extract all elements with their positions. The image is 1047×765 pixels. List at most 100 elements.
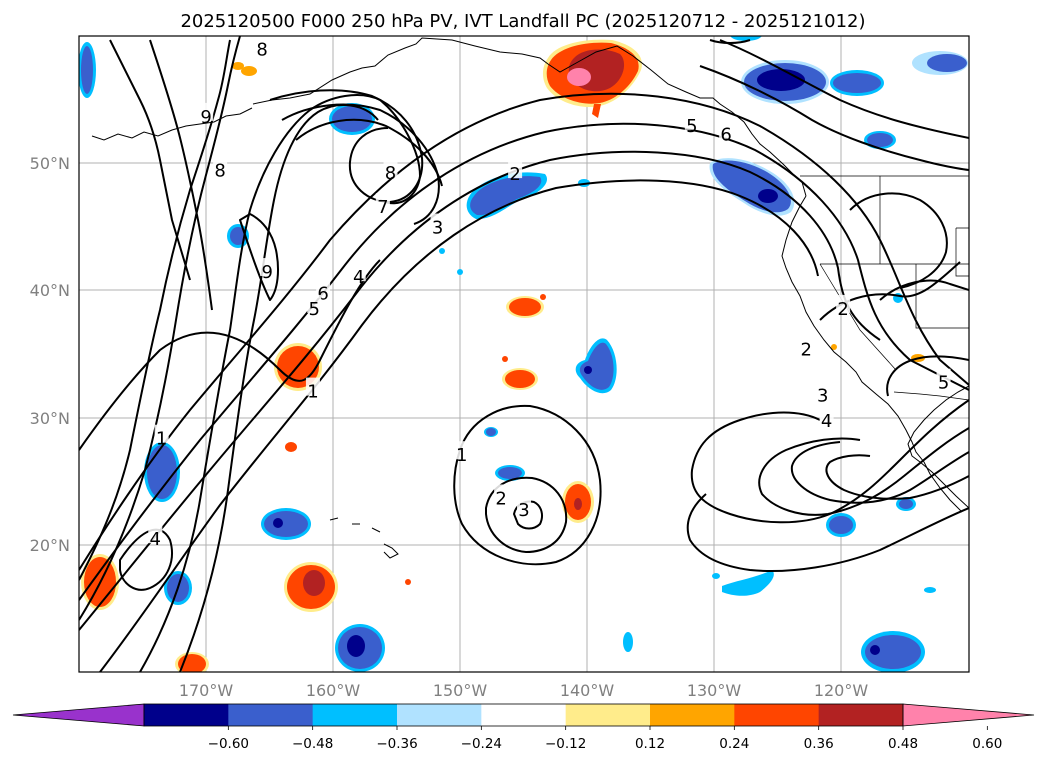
contour-alaska-6 bbox=[719, 39, 969, 139]
colorbar-segment bbox=[228, 704, 314, 726]
patch-hawaii-west bbox=[284, 562, 338, 612]
colorbar-segments bbox=[12, 703, 1035, 727]
colorbar-segment bbox=[818, 704, 904, 726]
contour-label-bg bbox=[508, 160, 523, 179]
contour-label-bg bbox=[375, 193, 390, 212]
contour-label-bg bbox=[316, 279, 331, 298]
contour-sw-low-2 bbox=[485, 476, 568, 553]
patch-22n-143w bbox=[562, 481, 594, 523]
gridlines bbox=[79, 36, 969, 672]
contour-label-bg bbox=[260, 258, 275, 277]
contour-western-ridge-2 bbox=[179, 104, 379, 672]
patch-hawaii-south-negative bbox=[335, 624, 385, 672]
colorbar-segment bbox=[481, 704, 567, 726]
coastline-aleutians bbox=[91, 107, 253, 141]
contour-label: 6 bbox=[720, 125, 731, 146]
contour-label-bg bbox=[454, 441, 469, 460]
contour-label-bg bbox=[154, 424, 169, 443]
contour-label-bg bbox=[815, 381, 830, 400]
contour-label-bg bbox=[148, 525, 163, 544]
contour-label: 8 bbox=[214, 160, 225, 181]
contour-label-bg bbox=[383, 158, 398, 177]
contour-label: 3 bbox=[432, 218, 443, 239]
contour-label: 3 bbox=[817, 385, 828, 406]
contour-label: 9 bbox=[200, 107, 211, 128]
colorbar-tick-label: −0.60 bbox=[208, 736, 249, 752]
contour-label: 8 bbox=[256, 39, 267, 60]
colorbar-segment bbox=[650, 704, 735, 726]
lon-label-130w: 130°W bbox=[687, 681, 742, 700]
lon-label-160w: 160°W bbox=[306, 681, 361, 700]
contour-label-bg bbox=[684, 111, 699, 130]
contour-label: 9 bbox=[261, 262, 272, 283]
colorbar-segment bbox=[734, 704, 820, 726]
colorbar-segment bbox=[312, 704, 398, 726]
contour-label-bg bbox=[819, 406, 834, 425]
us-mexico-border bbox=[893, 391, 969, 401]
lon-label-120w: 120°W bbox=[814, 681, 869, 700]
contour-label: 2 bbox=[509, 164, 520, 185]
contour-label-bg bbox=[307, 294, 322, 313]
patch-gulf-of-alaska bbox=[542, 39, 642, 118]
contour-label: 8 bbox=[385, 163, 396, 184]
contour-interior-west bbox=[849, 192, 948, 289]
contour-sw-low-1 bbox=[453, 404, 602, 566]
coastline-baja bbox=[907, 385, 969, 509]
lat-label-40: 40°N bbox=[30, 281, 70, 300]
ivt-contours bbox=[79, 36, 969, 672]
contour-far-west-4 bbox=[149, 39, 213, 311]
lon-label-170w: 170°W bbox=[179, 681, 234, 700]
contour-label: 1 bbox=[156, 429, 167, 450]
contour-ne-small bbox=[709, 39, 751, 44]
map-title: 2025120500 F000 250 hPa PV, IVT Landfall… bbox=[180, 11, 865, 32]
colorbar-extend-high bbox=[902, 703, 1035, 727]
colorbar-tick-label: −0.48 bbox=[292, 736, 333, 752]
contour-label-bg bbox=[799, 335, 814, 354]
contour-far-west-1 bbox=[79, 39, 231, 581]
contour-east-loop-3 bbox=[790, 441, 969, 504]
contour-interior-west-2 bbox=[879, 279, 969, 301]
colorbar-tick-label: −0.12 bbox=[545, 736, 586, 752]
lon-label-140w: 140°W bbox=[560, 681, 615, 700]
lat-label-20: 20°N bbox=[30, 536, 70, 555]
colorbar-tick-label: 0.60 bbox=[972, 736, 1002, 752]
contour-aleutian-low-2 bbox=[281, 103, 440, 225]
colorbar-outline bbox=[143, 703, 904, 727]
colorbar-segment bbox=[565, 704, 651, 726]
longitude-axis: 170°W 160°W 150°W 140°W 130°W 120°W bbox=[179, 681, 869, 700]
contour-label-bg bbox=[494, 484, 509, 503]
contour-label: 4 bbox=[353, 267, 364, 288]
coastline-hawaii bbox=[329, 517, 399, 559]
contour-jet-west-1 bbox=[79, 259, 381, 451]
contour-label-bg bbox=[305, 377, 320, 396]
contour-jet-4 bbox=[99, 179, 819, 672]
colorbar: −0.60 −0.48 −0.36 −0.24 −0.12 0.12 0.24 0.36 0.4… bbox=[12, 703, 1035, 752]
contour-aleutian-low bbox=[269, 89, 424, 203]
contour-west-loop-4 bbox=[119, 528, 173, 591]
contour-label: 4 bbox=[821, 411, 832, 432]
latitude-axis: 20°N 30°N 40°N 50°N bbox=[30, 154, 70, 555]
contour-label-bg bbox=[836, 294, 851, 313]
contour-far-west-2 bbox=[79, 36, 241, 621]
colorbar-tick-label: 0.24 bbox=[719, 736, 749, 752]
patch-bc-coast-negative bbox=[709, 158, 795, 216]
contour-label: 3 bbox=[518, 500, 529, 521]
colorbar-segment bbox=[397, 704, 482, 726]
contour-label: 1 bbox=[307, 382, 318, 403]
contour-aleutian-low-3 bbox=[295, 118, 443, 187]
state-borders bbox=[819, 176, 969, 371]
patch-34n-140w-negative bbox=[575, 338, 617, 394]
colorbar-tick-label: 0.36 bbox=[804, 736, 834, 752]
colorbar-ticks: −0.60 −0.48 −0.36 −0.24 −0.12 0.12 0.24 0.36 0.4… bbox=[208, 726, 1002, 752]
contour-far-west-3 bbox=[109, 39, 191, 281]
coastline-alaska bbox=[252, 37, 807, 197]
colorbar-segment bbox=[144, 704, 229, 726]
map-frame bbox=[78, 35, 970, 673]
contour-label-bg bbox=[213, 156, 228, 175]
contour-western-ridge bbox=[139, 94, 421, 672]
contour-jet-3 bbox=[79, 150, 881, 631]
lon-label-150w: 150°W bbox=[433, 681, 488, 700]
contour-label-bg bbox=[255, 36, 270, 54]
